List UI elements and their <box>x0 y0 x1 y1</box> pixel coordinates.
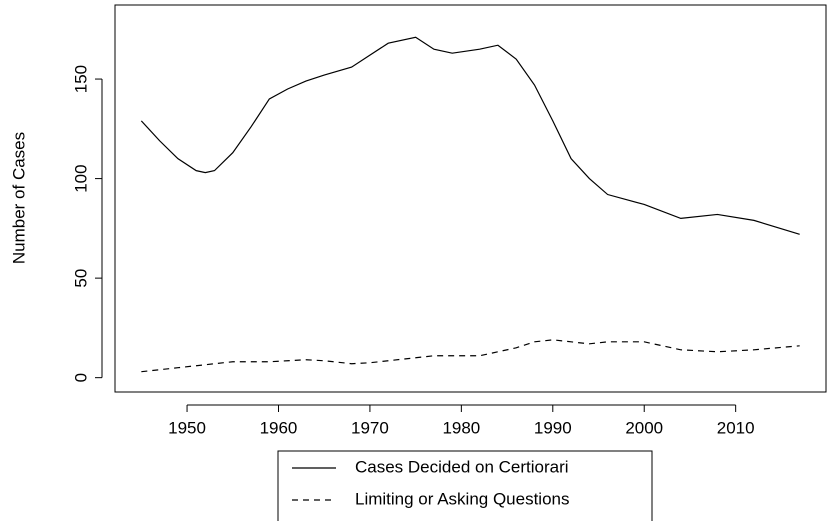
x-tick-label: 1980 <box>442 418 480 437</box>
x-tick-label: 1950 <box>168 418 206 437</box>
plot-box <box>114 4 827 393</box>
y-axis-label: Number of Cases <box>9 132 28 264</box>
legend-label: Limiting or Asking Questions <box>355 489 570 508</box>
y-tick-label: 150 <box>71 65 90 93</box>
x-tick-label: 2010 <box>717 418 755 437</box>
x-tick-label: 1970 <box>351 418 389 437</box>
x-tick-label: 1990 <box>534 418 572 437</box>
series-line <box>140 36 800 235</box>
legend-box <box>277 450 653 521</box>
y-tick-label: 100 <box>71 164 90 192</box>
x-tick-label: 2000 <box>625 418 663 437</box>
series-line <box>141 339 800 373</box>
legend-label: Cases Decided on Certiorari <box>355 457 569 476</box>
y-tick-label: 50 <box>71 269 90 288</box>
y-tick-label: 0 <box>71 373 90 382</box>
x-tick-label: 1960 <box>260 418 298 437</box>
